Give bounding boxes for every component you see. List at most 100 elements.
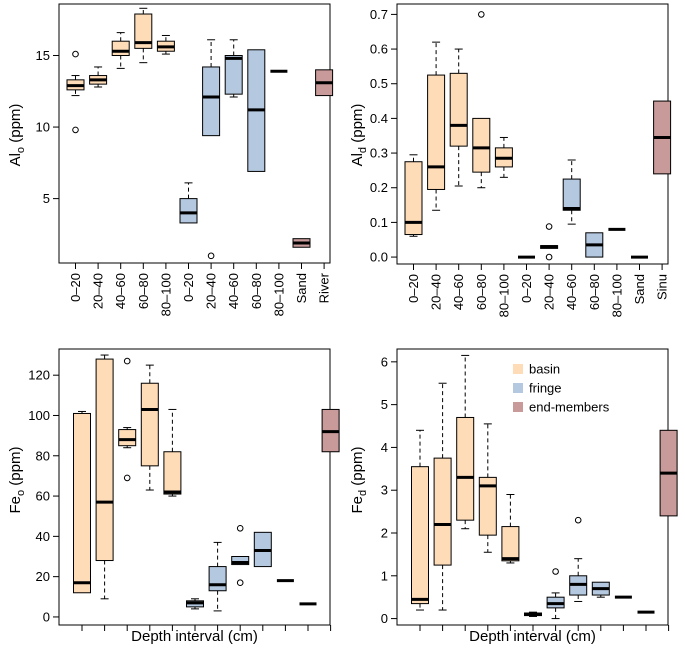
box-feo-8: [253, 531, 272, 568]
y-tick-label: 0: [381, 611, 388, 626]
box-fed-5: [524, 611, 542, 617]
box-ald-7: [562, 159, 581, 225]
box-fed-7: [569, 516, 588, 602]
y-tick-label: 0.3: [370, 146, 388, 161]
x-tick-label: 20–40: [429, 274, 444, 310]
panel-fed: 0 1 2 3 4 5 6 Fed (ppm) Depth interval (cm) basin…: [349, 348, 678, 645]
outlier-point: [123, 357, 131, 365]
box-ald-3: [472, 11, 491, 189]
legend-label-end_members: end-members: [529, 400, 610, 415]
box-fed-4: [501, 493, 520, 564]
y-tick-label: 40: [36, 529, 50, 544]
x-tick-label: 60–80: [136, 273, 151, 309]
box-alo-3: [134, 7, 153, 64]
y-label-sub: o: [15, 490, 27, 496]
box-feo-6: [208, 541, 227, 612]
y-tick-label: 3: [381, 483, 388, 498]
x-axis-label: Depth interval (cm): [131, 628, 258, 645]
box-body: [134, 13, 153, 49]
box-ald-11: [653, 100, 672, 175]
box-alo-11: [315, 69, 334, 97]
box-body: [179, 198, 198, 224]
panel-alo: 5 10 15 Alo (ppm) 0–20 20–40 40–60 60–80 80–100 0…: [7, 3, 334, 316]
box-feo-3: [140, 364, 159, 491]
box-body: [472, 117, 491, 173]
y-tick-label: 120: [28, 368, 50, 383]
y-tick-label: 100: [28, 408, 50, 423]
box-fed-1: [433, 382, 452, 611]
y-label-main: Fe: [7, 496, 24, 514]
y-tick-label: 5: [381, 397, 388, 412]
outlier-point: [478, 11, 485, 18]
box-body: [140, 382, 159, 467]
box-fed-6: [546, 568, 565, 620]
box-alo-2: [111, 32, 130, 69]
y-tick-label: 1: [381, 568, 388, 583]
box-fed-11: [659, 429, 678, 517]
legend-label-fringe: fringe: [529, 381, 562, 396]
y-tick-label: 0: [43, 609, 50, 624]
x-tick-label: 20–40: [542, 274, 557, 310]
box-feo-1: [95, 354, 114, 600]
box-alo-6: [202, 39, 221, 260]
y-tick-label: 0.2: [370, 180, 388, 195]
box-body: [404, 161, 423, 236]
box-feo-0: [73, 410, 91, 594]
x-tick-label: 60–80: [474, 274, 489, 310]
y-tick-label: 0.7: [370, 7, 388, 22]
x-tick-label: 0–20: [68, 273, 83, 302]
outlier-point: [552, 568, 559, 575]
box-body: [95, 358, 114, 562]
panel-feo: 0 20 40 60 80 100 120 Feo (ppm) Depth interval (…: [7, 348, 340, 645]
y-tick-label: 80: [36, 448, 50, 463]
y-label-sub: d: [357, 490, 369, 496]
y-tick-label: 60: [36, 489, 50, 504]
y-label-unit: (ppm): [349, 104, 366, 147]
y-tick-label: 5: [43, 191, 50, 206]
box-body: [478, 476, 497, 536]
y-label-unit: (ppm): [7, 447, 24, 490]
outlier-point: [123, 474, 131, 482]
box-body: [433, 457, 452, 566]
box-body: [231, 556, 250, 566]
outlier-point: [545, 223, 553, 230]
y-tick-label: 10: [36, 120, 50, 135]
y-tick-label: 0.6: [370, 42, 388, 57]
y-label-sub: o: [15, 147, 27, 153]
box-alo-5: [179, 182, 198, 224]
box-ald-8: [585, 232, 604, 258]
y-axis-label: Ald (ppm): [349, 104, 369, 167]
box-ald-6: [540, 223, 559, 261]
legend-label-basin: basin: [529, 362, 560, 377]
box-feo-2: [118, 357, 137, 482]
x-tick-label: 20–40: [91, 273, 106, 309]
box-alo-1: [89, 66, 108, 88]
box-ald-0: [404, 154, 423, 237]
box-ald-2: [449, 48, 468, 187]
x-tick-label: 60–80: [249, 273, 264, 309]
y-label-main: Al: [7, 153, 24, 166]
x-tick-label: 40–60: [451, 274, 466, 310]
box-feo-11: [321, 408, 340, 453]
y-tick-label: 4: [381, 440, 388, 455]
y-label-unit: (ppm): [7, 104, 24, 147]
legend-swatch-basin: [513, 364, 523, 374]
box-fed-8: [591, 581, 610, 598]
outlier-point: [72, 50, 79, 58]
outlier-point: [207, 252, 215, 260]
x-tick-label: River: [317, 272, 332, 303]
legend-swatch-fringe: [513, 383, 523, 393]
box-feo-5: [186, 598, 204, 610]
box-body: [163, 451, 182, 495]
x-tick-label: 80–100: [609, 274, 624, 317]
box-fed-0: [411, 429, 429, 611]
legend-swatch-end_members: [513, 402, 523, 412]
box-feo-7: [231, 524, 250, 586]
x-tick-label: 80–100: [496, 274, 511, 317]
y-tick-label: 0.5: [370, 76, 388, 91]
x-tick-label: Sand: [294, 273, 309, 303]
box-body: [208, 566, 227, 592]
box-alo-4: [156, 34, 175, 55]
box-body: [118, 429, 137, 447]
